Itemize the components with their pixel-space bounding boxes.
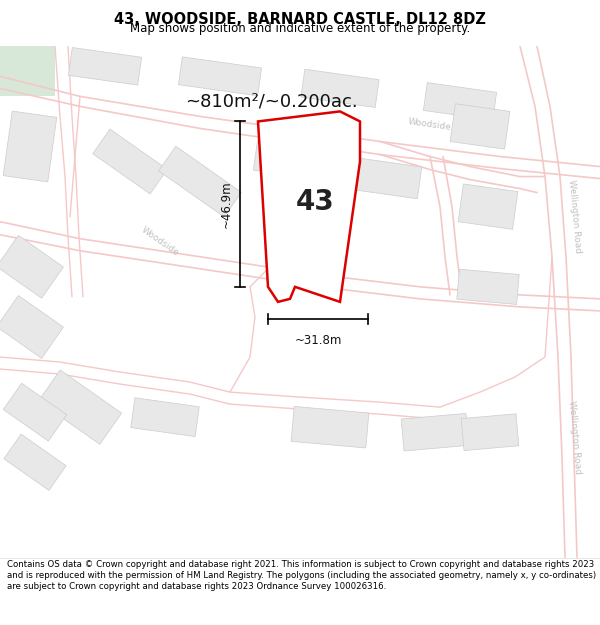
Bar bbox=[450, 104, 510, 149]
Bar bbox=[291, 406, 369, 448]
Text: Woodside: Woodside bbox=[408, 117, 452, 132]
Bar bbox=[0, 296, 64, 358]
Text: Woodside: Woodside bbox=[139, 226, 181, 258]
Text: Wellington Road: Wellington Road bbox=[568, 400, 583, 474]
Bar bbox=[3, 111, 57, 182]
Bar bbox=[424, 82, 497, 120]
Bar bbox=[458, 184, 518, 229]
Text: 43: 43 bbox=[296, 188, 334, 216]
Bar bbox=[178, 57, 262, 96]
Text: Contains OS data © Crown copyright and database right 2021. This information is : Contains OS data © Crown copyright and d… bbox=[7, 560, 596, 591]
Text: ~810m²/~0.200ac.: ~810m²/~0.200ac. bbox=[185, 92, 358, 111]
Bar bbox=[93, 129, 167, 194]
Polygon shape bbox=[258, 111, 360, 302]
Text: Map shows position and indicative extent of the property.: Map shows position and indicative extent… bbox=[130, 22, 470, 34]
Bar bbox=[68, 48, 142, 85]
Bar bbox=[131, 398, 199, 437]
Bar bbox=[457, 269, 519, 304]
Bar bbox=[0, 236, 64, 298]
Text: Wellington Road: Wellington Road bbox=[568, 179, 583, 254]
Bar bbox=[401, 413, 469, 451]
Bar bbox=[301, 69, 379, 108]
Bar bbox=[158, 146, 241, 217]
Text: ~31.8m: ~31.8m bbox=[295, 334, 341, 348]
Text: 43, WOODSIDE, BARNARD CASTLE, DL12 8DZ: 43, WOODSIDE, BARNARD CASTLE, DL12 8DZ bbox=[114, 11, 486, 26]
Bar bbox=[0, 46, 55, 96]
Bar bbox=[3, 383, 67, 441]
Bar bbox=[461, 414, 519, 451]
Bar bbox=[38, 370, 122, 444]
Bar bbox=[253, 141, 347, 182]
Bar bbox=[328, 154, 422, 199]
Text: ~46.9m: ~46.9m bbox=[220, 181, 233, 228]
Bar bbox=[4, 434, 66, 491]
